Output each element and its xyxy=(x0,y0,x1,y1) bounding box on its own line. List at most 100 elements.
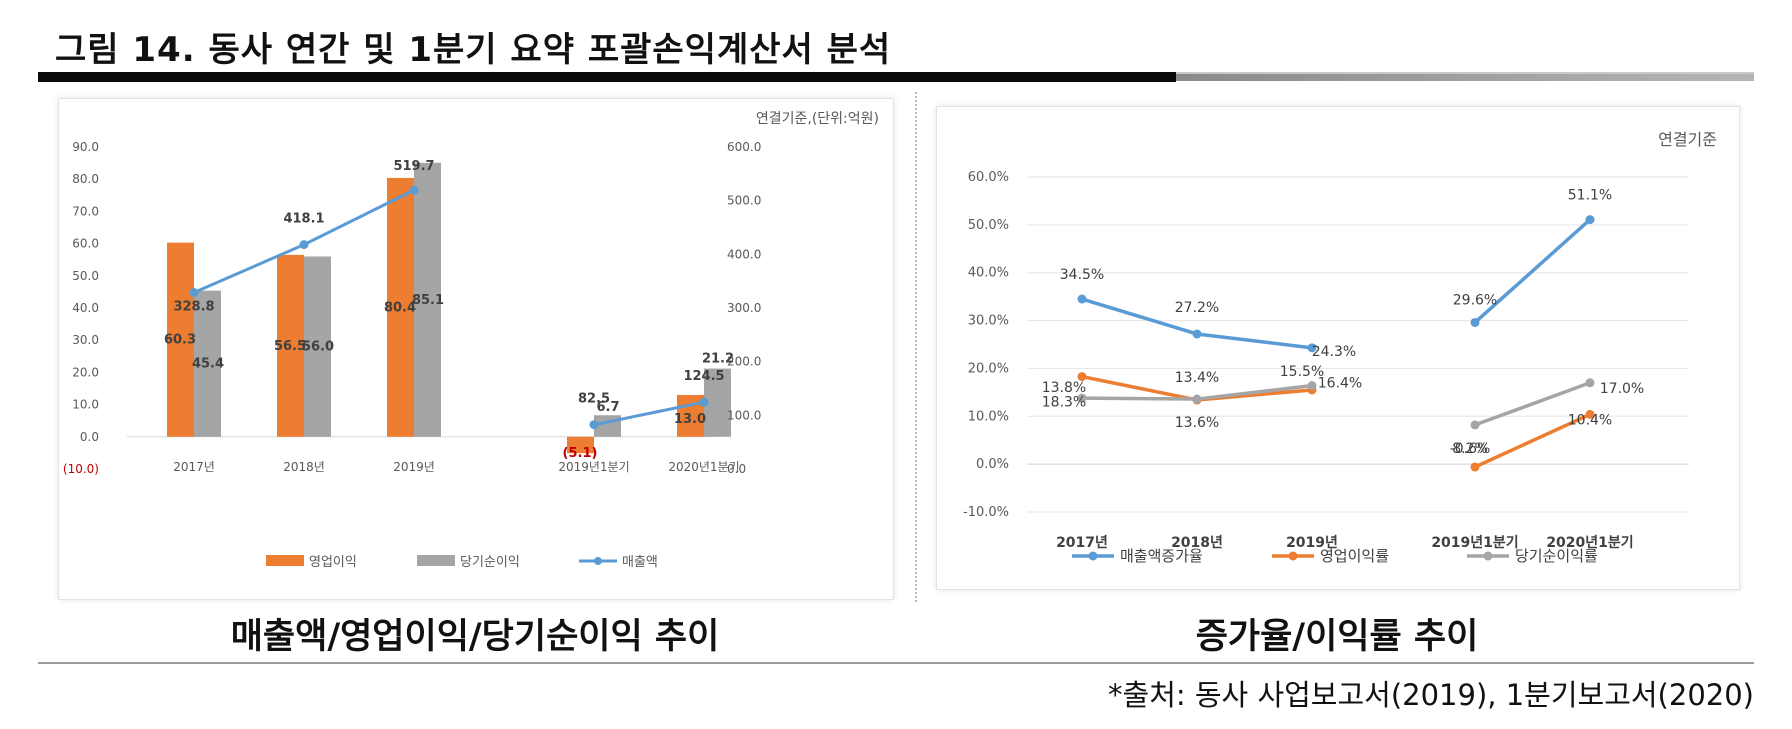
label-sales: 328.8 xyxy=(173,300,214,315)
y-tick-label: 20.0% xyxy=(968,361,1009,376)
legend-marker-operating-margin xyxy=(1288,551,1298,561)
page-title: 그림 14. 동사 연간 및 1분기 요약 포괄손익계산서 분석 xyxy=(55,30,892,70)
label-operating-profit: 80.4 xyxy=(384,300,416,315)
point-sales xyxy=(299,240,309,250)
y-right-tick-label: 200.0 xyxy=(727,355,761,369)
y-tick-label: 50.0% xyxy=(968,218,1009,233)
y-left-tick-label: 30.0 xyxy=(72,333,99,347)
point-net-margin xyxy=(1192,394,1202,404)
y-left-tick-label: 50.0 xyxy=(72,269,99,283)
y-left-tick-label: 90.0 xyxy=(72,140,99,154)
point-sales-growth xyxy=(1585,215,1595,225)
label-operating-profit: (5.1) xyxy=(563,446,598,461)
x-category-label: 2017년 xyxy=(1056,535,1108,551)
label-net-margin: 16.4% xyxy=(1318,376,1362,392)
point-sales-growth xyxy=(1077,294,1087,304)
label-sales-growth: 34.5% xyxy=(1060,267,1104,283)
line-operating-margin-quarterly xyxy=(1474,412,1591,469)
chart-panel-right: -10.0% 0.0% 10.0% 20.0% 30.0% 40.0% 50.0% 60.0%… xyxy=(936,106,1740,590)
label-operating-margin: 18.3% xyxy=(1042,395,1086,411)
y-right-tick-label: 300.0 xyxy=(727,301,761,315)
point-sales-growth xyxy=(1470,317,1480,327)
caption-right: 증가율/이익률 추이 xyxy=(1195,617,1479,657)
point-sales xyxy=(699,397,709,407)
y-tick-label: -10.0% xyxy=(963,505,1009,520)
y-left-tick-label: 80.0 xyxy=(72,172,99,186)
chart-growth-margin: -10.0% 0.0% 10.0% 20.0% 30.0% 40.0% 50.0% 60.0%… xyxy=(963,130,1717,565)
y-right-tick-label: 500.0 xyxy=(727,194,761,208)
y-right-tick-label: 0.0 xyxy=(727,462,746,476)
label-net-income: 45.4 xyxy=(192,357,224,372)
point-sales xyxy=(409,185,419,195)
y-right-tick-label: 100.0 xyxy=(727,408,761,422)
y-tick-label: 60.0% xyxy=(968,170,1009,185)
point-net-margin xyxy=(1585,378,1595,388)
label-operating-profit: 60.3 xyxy=(164,333,196,348)
bar-operating-profit xyxy=(167,242,194,437)
line-sales-quarterly xyxy=(593,400,705,427)
label-sales-growth: 27.2% xyxy=(1175,300,1219,316)
label-operating-profit: 13.0 xyxy=(674,412,706,427)
label-sales: 124.5 xyxy=(683,369,724,384)
bar-net-income xyxy=(194,290,221,437)
y-left-tick-label: 70.0 xyxy=(72,204,99,218)
y-left-tick-label: 40.0 xyxy=(72,301,99,315)
label-operating-margin: -0.6% xyxy=(1450,441,1491,457)
y-left-tick-label: (10.0) xyxy=(63,462,99,476)
legend-swatch-operating-profit xyxy=(266,555,304,566)
footer-rule xyxy=(38,662,1754,664)
title-rule-accent xyxy=(1176,74,1754,81)
title-rule xyxy=(38,72,1176,82)
x-category-label: 2019년1분기 xyxy=(1431,535,1518,551)
legend-label-sales: 매출액 xyxy=(622,555,658,570)
x-category-label: 2018년 xyxy=(1171,535,1223,551)
x-category-label: 2020년1분기 xyxy=(668,460,739,474)
label-net-margin: 13.8% xyxy=(1042,380,1086,396)
label-sales-growth: 29.6% xyxy=(1453,292,1497,308)
y-left-tick-label: 60.0 xyxy=(72,237,99,251)
label-sales: 82.5 xyxy=(578,392,610,407)
y-tick-label: 30.0% xyxy=(968,314,1009,329)
title-rule-accent-line xyxy=(1176,72,1754,74)
label-operating-margin: 13.4% xyxy=(1175,370,1219,386)
bar-operating-profit xyxy=(277,254,304,437)
label-operating-margin: 15.5% xyxy=(1280,364,1324,380)
legend-label-net-income: 당기순이익 xyxy=(460,555,520,570)
legend-marker-sales-growth xyxy=(1088,551,1098,561)
x-category-label: 2019년1분기 xyxy=(558,460,629,474)
label-sales-growth: 51.1% xyxy=(1568,188,1612,204)
label-net-income: 85.1 xyxy=(412,293,444,308)
label-sales: 519.7 xyxy=(393,159,434,174)
x-category-label: 2019년 xyxy=(393,460,435,474)
label-sales-growth: 24.3% xyxy=(1312,344,1356,360)
x-category-label: 2018년 xyxy=(283,460,325,474)
legend-marker-net-margin xyxy=(1483,551,1493,561)
label-operating-profit: 56.5 xyxy=(274,339,306,354)
y-tick-label: 0.0% xyxy=(976,457,1009,472)
point-operating-margin xyxy=(1077,372,1087,382)
label-net-income: 6.7 xyxy=(596,400,619,415)
y-tick-label: 40.0% xyxy=(968,266,1009,281)
bar-operating-profit xyxy=(567,436,594,454)
source-note: *출처: 동사 사업보고서(2019), 1분기보고서(2020) xyxy=(1108,678,1754,712)
x-category-label: 2019년 xyxy=(1286,535,1338,551)
label-net-income: 56.0 xyxy=(302,340,334,355)
label-net-margin: 17.0% xyxy=(1600,381,1644,397)
label-sales: 418.1 xyxy=(283,212,324,227)
legend-label-sales-growth: 매출액증가율 xyxy=(1120,547,1203,565)
y-tick-label: 10.0% xyxy=(968,409,1009,424)
point-net-margin xyxy=(1307,381,1317,391)
label-net-margin: 8.2% xyxy=(1452,441,1488,457)
legend-marker-sales xyxy=(594,557,602,565)
unit-note: 연결기준,(단위:억원) xyxy=(756,111,879,127)
point-operating-margin xyxy=(1470,462,1480,472)
bar-net-income xyxy=(414,162,441,437)
y-left-tick-label: 10.0 xyxy=(72,398,99,412)
x-category-label: 2017년 xyxy=(173,460,215,474)
y-right-tick-label: 600.0 xyxy=(727,140,761,154)
panel-divider xyxy=(915,92,917,602)
legend-label-operating-margin: 영업이익률 xyxy=(1320,547,1389,565)
point-operating-margin xyxy=(1585,409,1595,419)
legend-swatch-net-income xyxy=(417,555,455,566)
label-operating-margin: 10.4% xyxy=(1568,412,1612,428)
